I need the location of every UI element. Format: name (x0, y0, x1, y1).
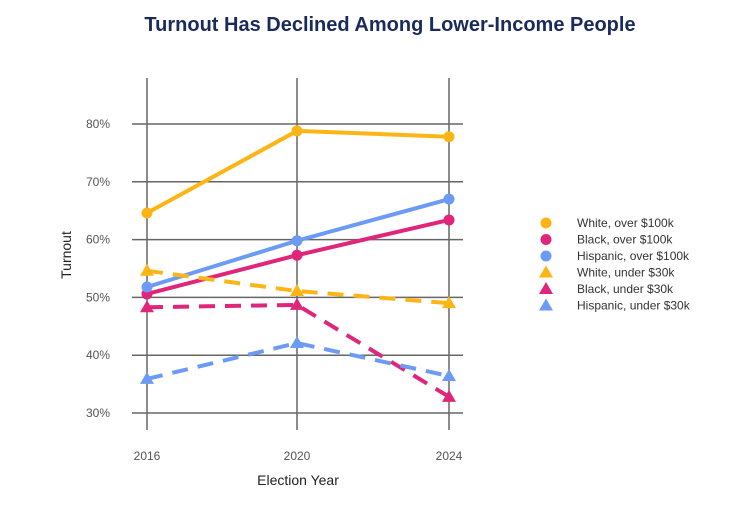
series-line (146, 302, 451, 399)
legend-label: White, under $30k (577, 266, 675, 280)
data-point (442, 389, 456, 402)
y-tick-label: 50% (86, 290, 110, 304)
legend-label: White, over $100k (577, 216, 675, 230)
data-point (290, 297, 304, 310)
series-line (146, 341, 450, 381)
y-tick-label: 40% (86, 348, 110, 362)
data-point (443, 214, 455, 226)
data-point (442, 296, 456, 309)
data-point (141, 207, 153, 219)
data-point (443, 131, 455, 143)
data-point (290, 336, 304, 349)
y-tick-label: 30% (86, 406, 110, 420)
x-tick-label: 2016 (134, 449, 161, 463)
x-tick-label: 2024 (436, 449, 463, 463)
legend-marker (540, 234, 552, 245)
legend-marker (540, 217, 552, 229)
data-point (291, 125, 303, 137)
y-tick-label: 70% (86, 175, 110, 189)
y-axis-label: Turnout (58, 231, 74, 279)
data-point (290, 284, 304, 297)
legend-label: Black, under $30k (577, 282, 674, 296)
y-tick-label: 80% (86, 117, 110, 131)
legend-marker (539, 298, 553, 311)
data-point (140, 371, 154, 384)
legend-marker (539, 282, 553, 294)
legend-marker (540, 250, 552, 262)
legend-label: Black, over $100k (577, 233, 673, 247)
chart-title: Turnout Has Declined Among Lower-Income … (144, 14, 636, 36)
x-axis-label: Election Year (257, 472, 339, 488)
legend-label: Hispanic, over $100k (577, 249, 690, 263)
series-line (146, 128, 450, 215)
data-point (140, 263, 154, 276)
data-point (140, 300, 154, 313)
data-point (291, 235, 303, 247)
data-point (443, 193, 455, 205)
data-point (442, 369, 456, 382)
legend-label: Hispanic, under $30k (577, 299, 691, 313)
data-point (291, 249, 303, 261)
x-tick-label: 2020 (284, 449, 311, 463)
legend-marker (539, 265, 553, 278)
data-point (141, 281, 153, 293)
y-tick-label: 60% (86, 233, 110, 247)
